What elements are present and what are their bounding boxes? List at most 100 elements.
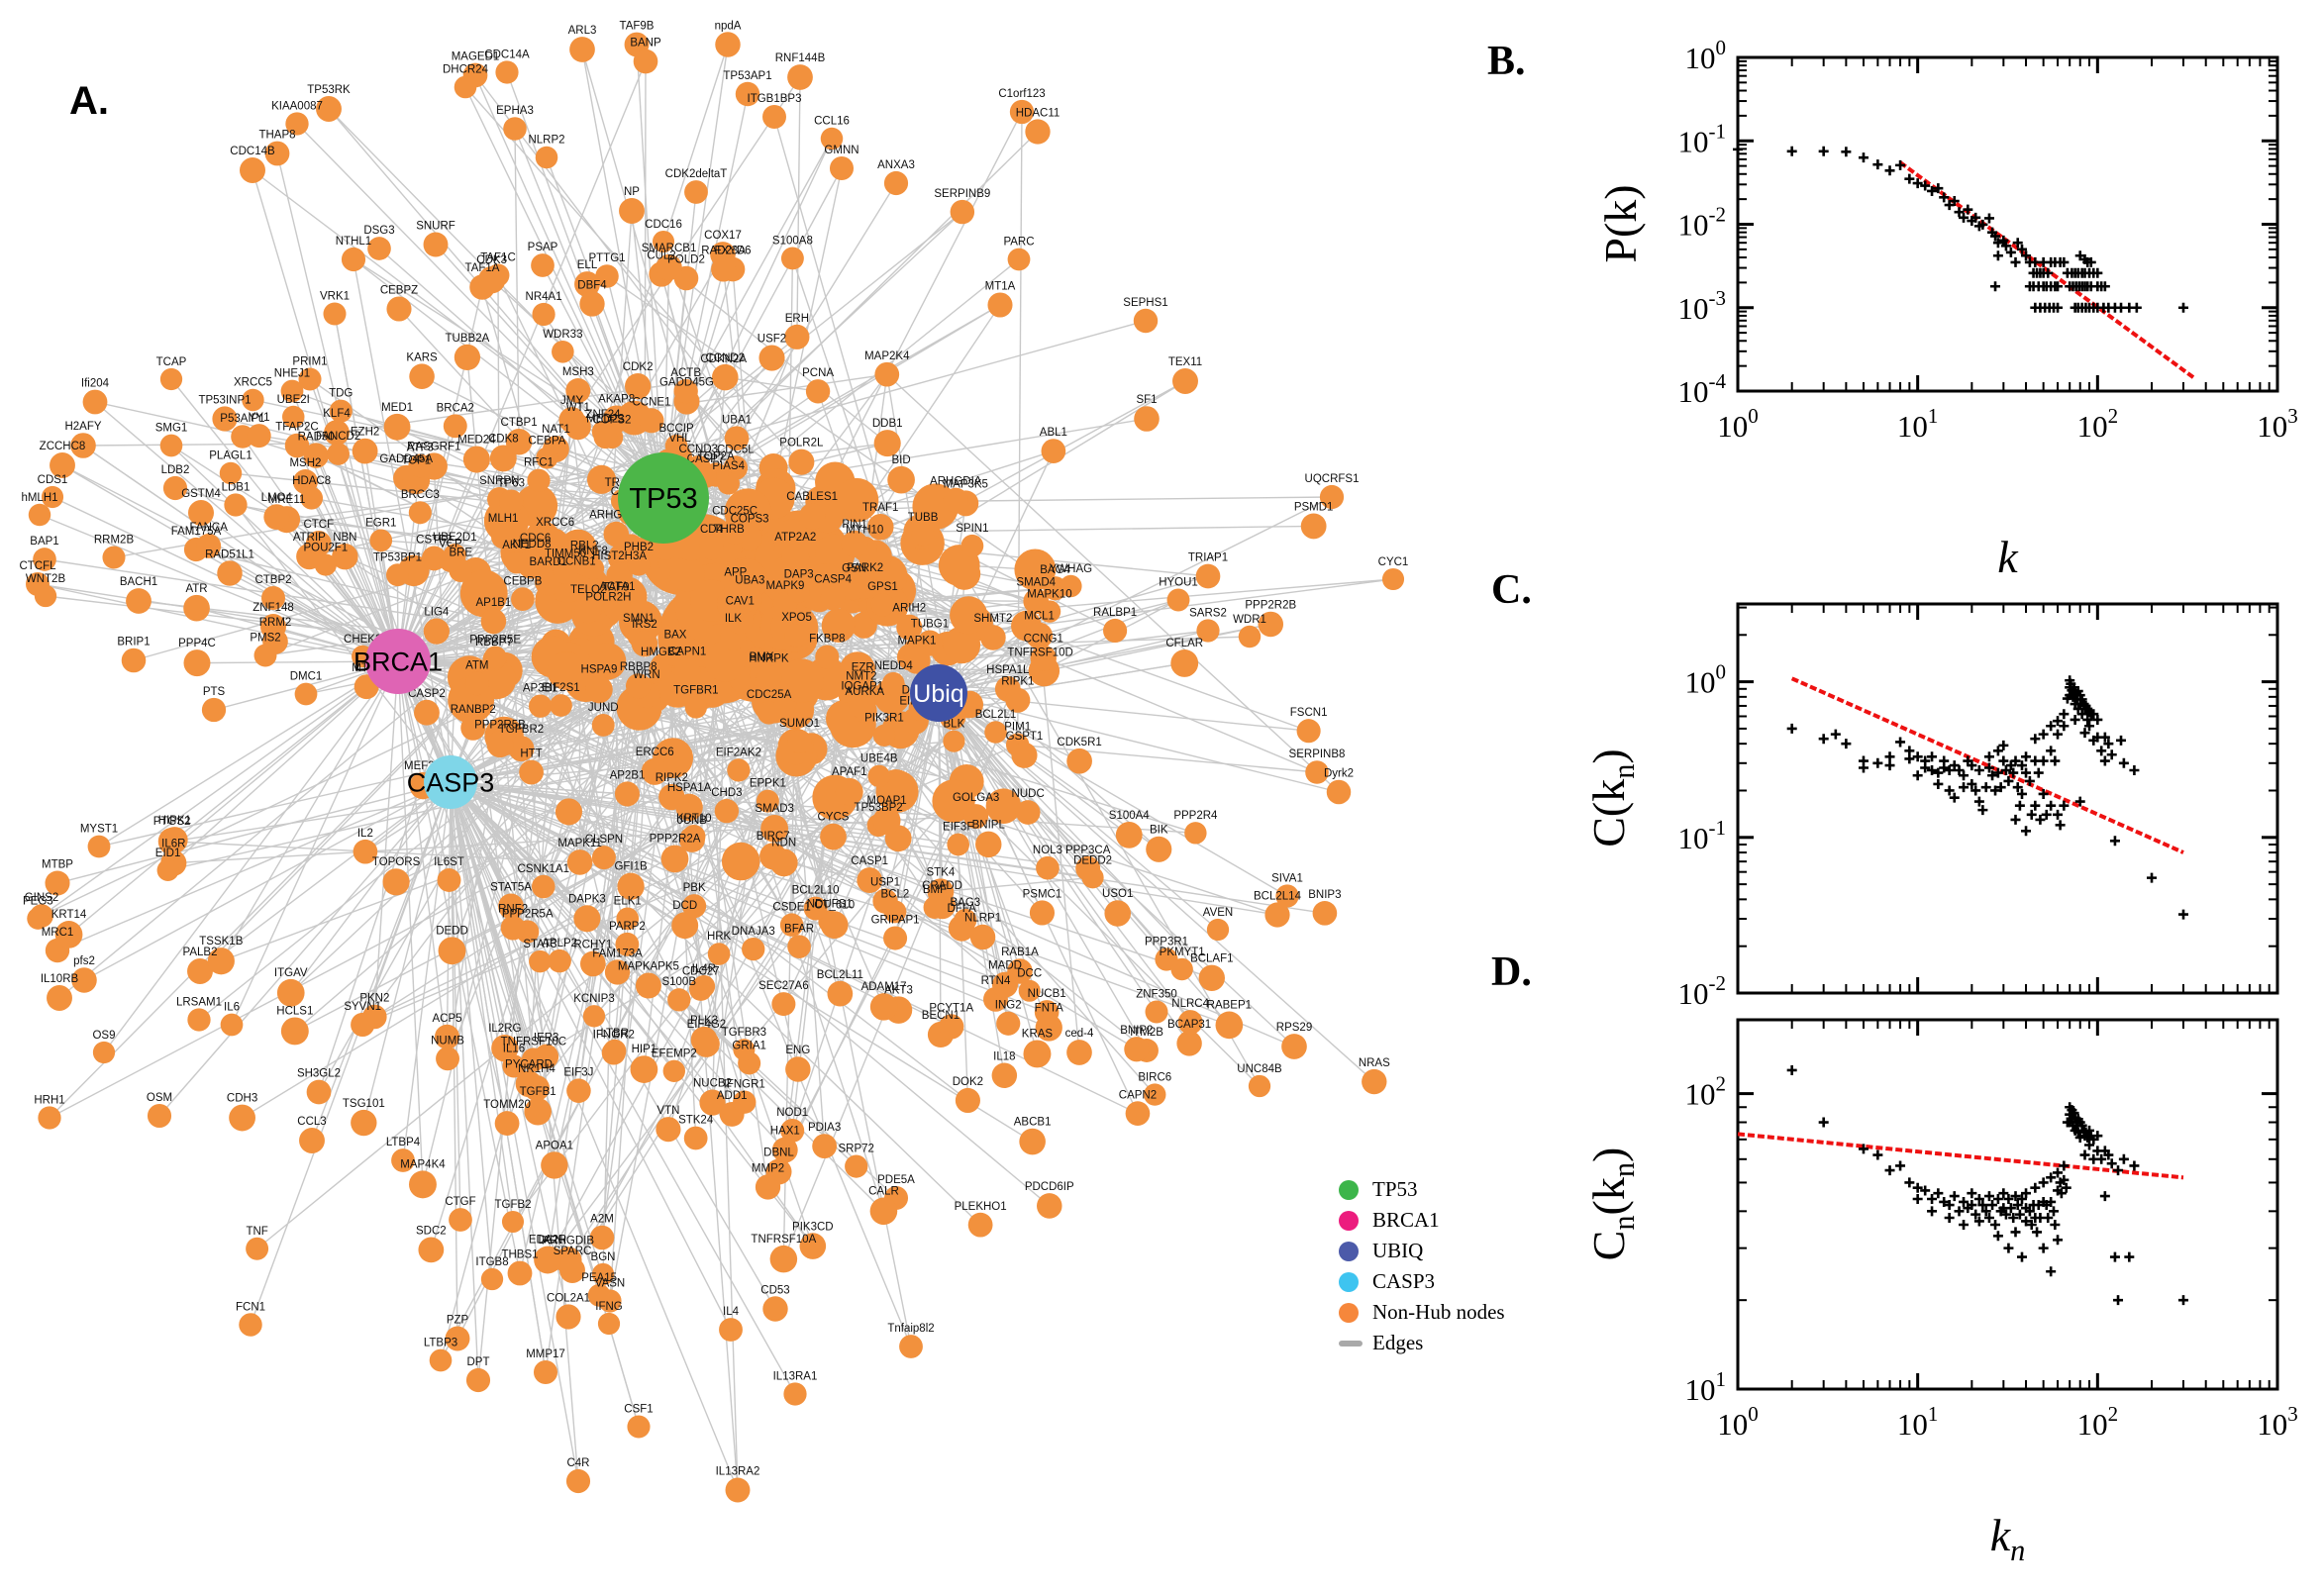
svg-text:CDC25C: CDC25C xyxy=(712,506,758,518)
legend-item-tp53: TP53 xyxy=(1339,1174,1505,1205)
svg-text:CCND3: CCND3 xyxy=(678,444,718,455)
legend-item-label: Non-Hub nodes xyxy=(1372,1300,1505,1324)
x-axis-label: kn xyxy=(1990,1510,2026,1567)
svg-text:CD53: CD53 xyxy=(760,1284,789,1296)
svg-text:LDB1: LDB1 xyxy=(222,481,251,493)
svg-text:STK24: STK24 xyxy=(678,1115,714,1127)
svg-text:TGFB1: TGFB1 xyxy=(520,1086,556,1098)
svg-text:MAPK10: MAPK10 xyxy=(1027,588,1071,600)
svg-text:ATR: ATR xyxy=(185,583,207,595)
svg-text:HSPA1L: HSPA1L xyxy=(986,664,1030,676)
svg-text:NUDC: NUDC xyxy=(1012,788,1045,800)
svg-text:NTHL1: NTHL1 xyxy=(336,236,371,248)
svg-text:BCAP31: BCAP31 xyxy=(1167,1019,1211,1031)
svg-text:RBBP7: RBBP7 xyxy=(475,637,513,648)
svg-text:DCC: DCC xyxy=(1017,968,1042,980)
svg-text:P53AIP1: P53AIP1 xyxy=(220,413,264,425)
svg-text:101: 101 xyxy=(1685,1367,1727,1407)
svg-text:RASGRF1: RASGRF1 xyxy=(407,441,460,452)
svg-text:RBBP8: RBBP8 xyxy=(620,661,657,673)
svg-text:TNFRSF10A: TNFRSF10A xyxy=(751,1234,816,1246)
scatter-points xyxy=(1733,144,2189,313)
svg-text:LTBP3: LTBP3 xyxy=(424,1338,457,1349)
svg-text:FANCD2: FANCD2 xyxy=(316,431,360,443)
network-panel: TCAPIfi204H2AFYZCCHC8CDS1hMLH1SMG1TP53IN… xyxy=(19,20,1408,1503)
svg-text:FCN1: FCN1 xyxy=(236,1301,265,1313)
svg-text:GSPT1: GSPT1 xyxy=(1006,731,1044,743)
svg-text:IER3: IER3 xyxy=(534,1033,559,1045)
svg-text:ERCC6: ERCC6 xyxy=(636,747,674,758)
svg-text:TGFBR1: TGFBR1 xyxy=(673,684,718,696)
svg-text:IQGAP1: IQGAP1 xyxy=(841,680,883,692)
svg-text:VASN: VASN xyxy=(595,1277,625,1289)
svg-text:TGFBR3: TGFBR3 xyxy=(722,1027,766,1039)
svg-text:HRK: HRK xyxy=(707,931,732,943)
svg-text:10-2: 10-2 xyxy=(1678,203,1727,243)
svg-text:PSAP: PSAP xyxy=(528,242,558,253)
network-nodes xyxy=(26,32,1405,1503)
panel-label-a: A. xyxy=(69,79,109,123)
svg-text:KIAA0087: KIAA0087 xyxy=(271,100,323,112)
svg-text:APAF1: APAF1 xyxy=(832,766,867,778)
svg-text:CALR: CALR xyxy=(868,1185,899,1197)
svg-text:RNF8: RNF8 xyxy=(578,546,608,557)
svg-text:ACTB: ACTB xyxy=(670,367,701,379)
y-axis-label: C(kn) xyxy=(1583,748,1641,848)
svg-text:ACTA1: ACTA1 xyxy=(599,581,635,593)
svg-text:SERPINB8: SERPINB8 xyxy=(1289,748,1346,760)
legend-dot-icon xyxy=(1339,1179,1359,1200)
svg-text:RRM2: RRM2 xyxy=(259,617,292,629)
svg-text:BGN: BGN xyxy=(591,1251,616,1263)
svg-text:ARL3: ARL3 xyxy=(568,25,597,37)
svg-text:TP53AP1: TP53AP1 xyxy=(723,70,771,82)
svg-text:102: 102 xyxy=(1685,1072,1727,1112)
svg-text:AKAP8: AKAP8 xyxy=(598,393,635,405)
svg-text:CAV1: CAV1 xyxy=(726,596,755,608)
svg-text:CDS1: CDS1 xyxy=(38,474,68,486)
svg-text:pfs2: pfs2 xyxy=(73,955,95,967)
svg-text:AURKA: AURKA xyxy=(845,686,884,698)
svg-text:CDK3: CDK3 xyxy=(476,254,507,266)
svg-text:IFNG: IFNG xyxy=(595,1301,623,1313)
fit-line xyxy=(1737,1132,2184,1180)
svg-text:10-2: 10-2 xyxy=(1678,971,1727,1011)
svg-text:MMP17: MMP17 xyxy=(526,1348,565,1360)
svg-text:APLP2: APLP2 xyxy=(542,938,577,949)
svg-text:RAB1A: RAB1A xyxy=(1001,947,1039,958)
svg-text:CLSPN: CLSPN xyxy=(585,834,623,846)
svg-text:EPHA3: EPHA3 xyxy=(496,105,534,117)
legend-item-non-hub-nodes: Non-Hub nodes xyxy=(1339,1297,1505,1328)
svg-text:BIRC7: BIRC7 xyxy=(757,831,790,843)
svg-text:CRADD: CRADD xyxy=(922,880,962,892)
svg-text:XPO5: XPO5 xyxy=(781,612,812,624)
svg-text:NHEJ1: NHEJ1 xyxy=(274,368,310,380)
svg-text:POU2F1: POU2F1 xyxy=(303,542,348,553)
svg-text:TP53: TP53 xyxy=(629,483,697,515)
svg-text:PTGS2: PTGS2 xyxy=(153,816,191,828)
svg-text:CEBPA: CEBPA xyxy=(528,435,565,447)
svg-text:TFAP2C: TFAP2C xyxy=(275,422,318,434)
svg-text:HDAC11: HDAC11 xyxy=(1016,107,1060,119)
svg-text:SMG1: SMG1 xyxy=(155,423,188,435)
svg-text:COL2A1: COL2A1 xyxy=(547,1292,590,1304)
svg-text:SRP72: SRP72 xyxy=(839,1143,874,1154)
svg-text:AP2B1: AP2B1 xyxy=(610,769,646,781)
svg-text:TIMM50: TIMM50 xyxy=(545,548,586,559)
svg-text:PLEKHO1: PLEKHO1 xyxy=(955,1201,1007,1213)
svg-text:103: 103 xyxy=(2257,1402,2298,1442)
svg-text:NLRP1: NLRP1 xyxy=(964,913,1001,925)
axis-ticks xyxy=(1736,1020,2279,1391)
legend-item-ubiq: UBIQ xyxy=(1339,1236,1505,1266)
svg-text:CYCS: CYCS xyxy=(818,812,850,824)
svg-text:CHD3: CHD3 xyxy=(711,787,742,799)
svg-text:YY1: YY1 xyxy=(249,412,270,424)
y-axis-label: Cn(kn) xyxy=(1583,1147,1641,1261)
svg-text:DDB1: DDB1 xyxy=(872,418,903,430)
svg-text:PPP3CA: PPP3CA xyxy=(1065,845,1111,856)
svg-text:CTBP2: CTBP2 xyxy=(254,574,291,586)
svg-text:HTT: HTT xyxy=(520,748,542,760)
svg-text:TRAF1: TRAF1 xyxy=(862,502,898,514)
svg-text:GFI1B: GFI1B xyxy=(614,861,648,873)
svg-text:EFEMP2: EFEMP2 xyxy=(652,1048,697,1060)
